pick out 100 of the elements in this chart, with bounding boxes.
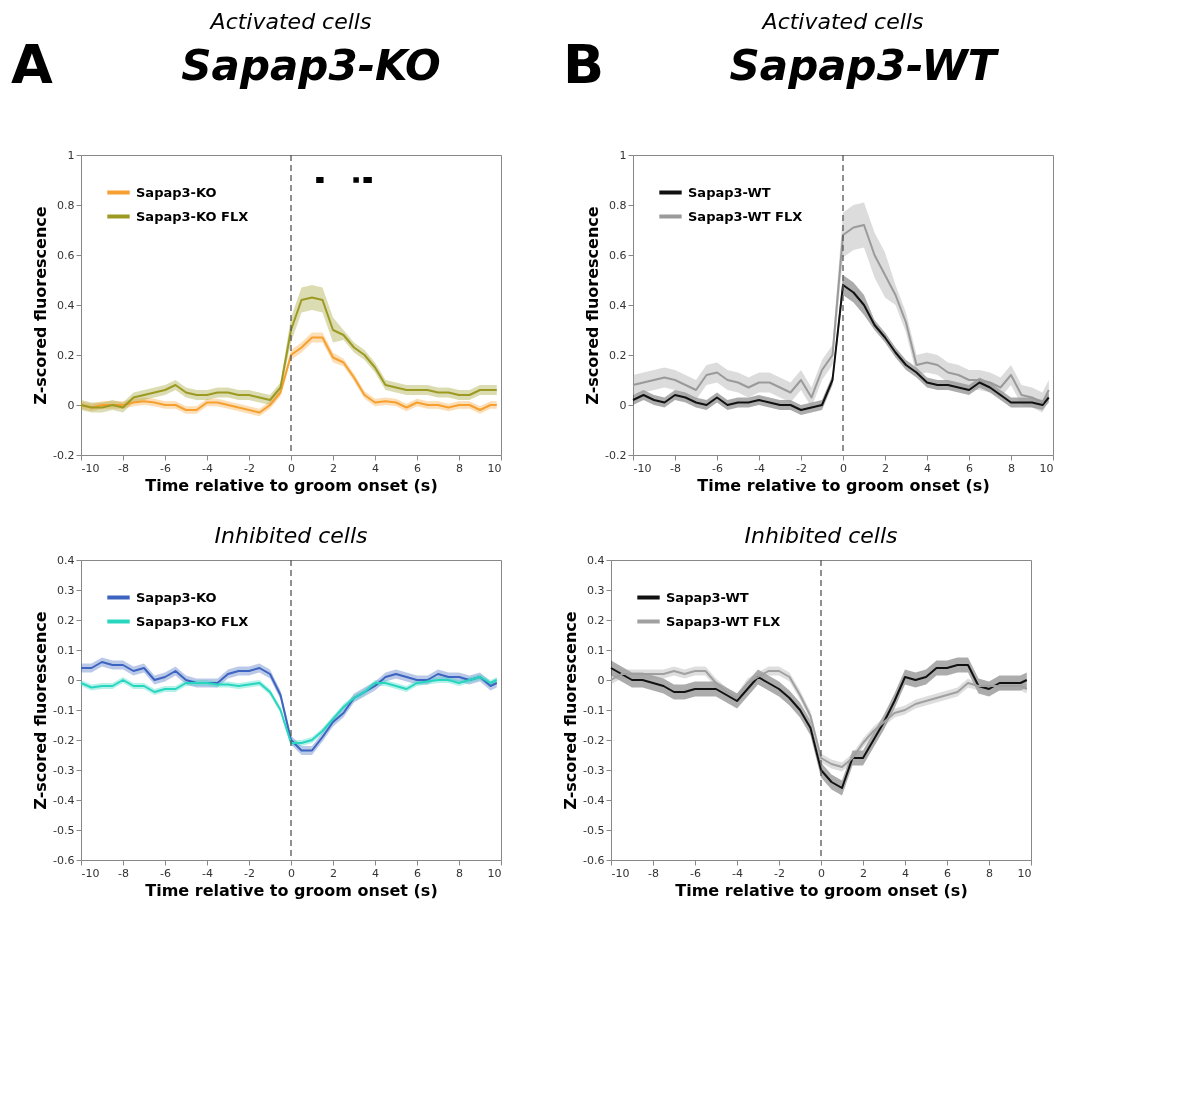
x-tick-label: -8 <box>118 866 129 880</box>
y-tick-label: -0.2 <box>53 448 75 462</box>
text: Sapap3-KO <box>181 41 441 90</box>
x-tick-label: 0 <box>818 866 825 880</box>
legend-label: Sapap3-WT <box>666 589 749 605</box>
x-tick-label: 0 <box>288 461 295 475</box>
y-tick-label: 0.2 <box>587 613 605 627</box>
y-tick-label: 1 <box>619 148 627 162</box>
x-tick-label: -2 <box>244 866 255 880</box>
x-tick-label: 6 <box>966 461 973 475</box>
x-tick-label: 4 <box>924 461 931 475</box>
x-tick-label: 6 <box>414 461 421 475</box>
y-tick-label: -0.6 <box>583 853 605 867</box>
y-axis-title: Z-scored fluorescence <box>583 206 603 405</box>
x-tick-label: 2 <box>882 461 889 475</box>
x-tick-label: 10 <box>487 866 502 880</box>
y-tick-label: -0.4 <box>583 793 605 807</box>
legend-label: Sapap3-WT FLX <box>688 208 803 224</box>
y-tick-label: 0.4 <box>57 553 75 567</box>
x-tick-label: -4 <box>732 866 743 880</box>
legend-label: Sapap3-WT FLX <box>666 613 781 629</box>
y-tick-label: 0.2 <box>609 348 627 362</box>
y-axis-title: Z-scored fluorescence <box>31 611 51 810</box>
x-tick-label: 10 <box>1017 866 1032 880</box>
y-tick-label: -0.2 <box>583 733 605 747</box>
x-tick-label: -4 <box>202 461 213 475</box>
y-tick-label: -0.4 <box>53 793 75 807</box>
y-tick-label: 0.1 <box>587 643 605 657</box>
y-tick-label: -0.5 <box>583 823 605 837</box>
x-tick-label: -6 <box>712 461 723 475</box>
x-tick-label: 10 <box>1039 461 1054 475</box>
x-tick-label: -2 <box>796 461 807 475</box>
y-tick-label: 0.1 <box>57 643 75 657</box>
x-tick-label: 2 <box>330 461 337 475</box>
y-tick-label: 1 <box>67 148 75 162</box>
y-tick-label: 0.2 <box>57 348 75 362</box>
x-tick-label: -8 <box>670 461 681 475</box>
y-tick-label: 0 <box>67 398 75 412</box>
chart-title: Inhibited cells <box>214 523 368 548</box>
x-tick-label: 8 <box>456 866 463 880</box>
legend-label: Sapap3-KO FLX <box>136 613 249 629</box>
y-tick-label: 0.4 <box>587 553 605 567</box>
y-tick-label: -0.5 <box>53 823 75 837</box>
y-tick-label: -0.2 <box>605 448 627 462</box>
y-tick-label: 0.6 <box>609 248 627 262</box>
y-axis-title: Z-scored fluorescence <box>31 206 51 405</box>
x-tick-label: -2 <box>774 866 785 880</box>
chart-title: Activated cells <box>208 9 372 34</box>
y-tick-label: 0 <box>67 673 75 687</box>
x-tick-label: 2 <box>860 866 867 880</box>
x-tick-label: 4 <box>902 866 909 880</box>
y-tick-label: 0.3 <box>587 583 605 597</box>
y-tick-label: -0.3 <box>53 763 75 777</box>
text: A <box>11 33 53 96</box>
x-tick-label: 2 <box>330 866 337 880</box>
x-tick-label: -2 <box>244 461 255 475</box>
y-tick-label: 0.6 <box>57 248 75 262</box>
y-tick-label: 0.2 <box>57 613 75 627</box>
y-tick-label: -0.1 <box>583 703 605 717</box>
legend-label: Sapap3-WT <box>688 184 771 200</box>
y-tick-label: -0.6 <box>53 853 75 867</box>
x-tick-label: -10 <box>611 866 630 880</box>
x-tick-label: -6 <box>160 461 171 475</box>
x-tick-label: -4 <box>202 866 213 880</box>
x-tick-label: 8 <box>986 866 993 880</box>
text: B <box>563 33 605 96</box>
line-series <box>632 224 1050 404</box>
x-tick-label: -6 <box>160 866 171 880</box>
chart-title: Inhibited cells <box>744 523 898 548</box>
x-tick-label: 0 <box>288 866 295 880</box>
x-tick-label: -10 <box>81 461 100 475</box>
y-tick-label: -0.1 <box>53 703 75 717</box>
x-tick-label: 8 <box>1008 461 1015 475</box>
legend-label: Sapap3-KO <box>136 184 217 200</box>
y-tick-label: 0 <box>597 673 605 687</box>
chart-title: Activated cells <box>760 9 924 34</box>
x-axis-title: Time relative to groom onset (s) <box>697 475 990 495</box>
x-axis-title: Time relative to groom onset (s) <box>145 880 438 900</box>
x-tick-label: 6 <box>414 866 421 880</box>
y-tick-label: -0.3 <box>583 763 605 777</box>
x-tick-label: 4 <box>372 866 379 880</box>
y-tick-label: 0.8 <box>609 198 627 212</box>
y-tick-label: 0.4 <box>57 298 75 312</box>
x-tick-label: -4 <box>754 461 765 475</box>
y-tick-label: 0 <box>619 398 627 412</box>
x-tick-label: -10 <box>633 461 652 475</box>
y-axis-title: Z-scored fluorescence <box>561 611 581 810</box>
legend-label: Sapap3-KO FLX <box>136 208 249 224</box>
x-tick-label: -6 <box>690 866 701 880</box>
x-tick-label: -10 <box>81 866 100 880</box>
y-tick-label: 0.3 <box>57 583 75 597</box>
text: Sapap3-WT <box>729 41 1000 90</box>
y-tick-label: 0.8 <box>57 198 75 212</box>
x-tick-label: 0 <box>840 461 847 475</box>
x-tick-label: -8 <box>648 866 659 880</box>
x-tick-label: 4 <box>372 461 379 475</box>
x-tick-label: 8 <box>456 461 463 475</box>
x-axis-title: Time relative to groom onset (s) <box>675 880 968 900</box>
x-tick-label: -8 <box>118 461 129 475</box>
x-tick-label: 6 <box>944 866 951 880</box>
